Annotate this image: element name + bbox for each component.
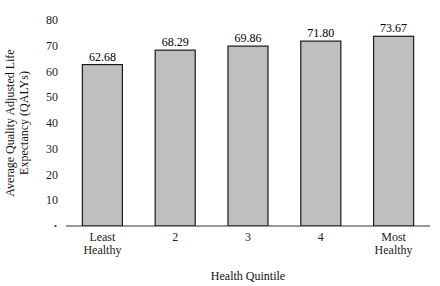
y-tick-label: 60: [46, 65, 58, 79]
bars: [82, 36, 413, 226]
y-tick-label: 80: [46, 13, 58, 27]
data-label: 73.67: [380, 21, 407, 35]
y-tick-label: 20: [46, 168, 58, 182]
x-axis-label: Health Quintile: [211, 269, 285, 283]
y-axis-label: Average Quality Adjusted LifeExpectancy …: [3, 49, 31, 196]
x-tick-label: MostHealthy: [375, 230, 413, 257]
x-tick-label: 4: [318, 230, 324, 244]
y-tick-label: 10: [46, 193, 58, 207]
x-tick-label: 3: [245, 230, 251, 244]
y-tick-label: 70: [46, 39, 58, 53]
chart: 62.68 68.29 69.86 71.80 73.67 · 10 20 30 40 50 60 70…: [0, 0, 440, 286]
data-label: 68.29: [162, 35, 189, 49]
y-tick-label: ·: [53, 218, 58, 235]
bar: [155, 50, 195, 226]
data-label: 71.80: [307, 26, 334, 40]
bar: [228, 46, 268, 226]
chart-container: 62.68 68.29 69.86 71.80 73.67 · 10 20 30 40 50 60 70…: [0, 0, 440, 286]
data-label: 69.86: [235, 31, 262, 45]
y-tick-label: 40: [46, 116, 58, 130]
x-axis-line: [66, 226, 430, 227]
bar: [301, 41, 341, 226]
y-tick-label: 30: [46, 142, 58, 156]
x-tick-label: LeastHealthy: [83, 230, 121, 257]
bar: [82, 65, 122, 226]
x-tick-label: 2: [172, 230, 178, 244]
bar: [374, 36, 414, 226]
y-tick-label: 50: [46, 90, 58, 104]
data-label: 62.68: [89, 50, 116, 64]
